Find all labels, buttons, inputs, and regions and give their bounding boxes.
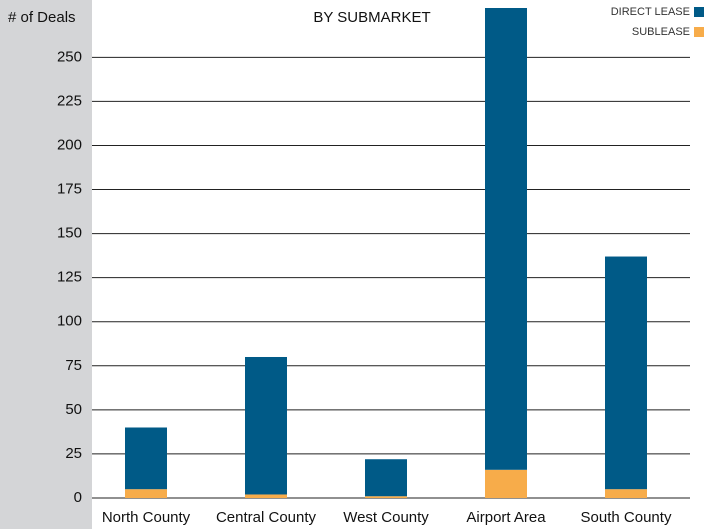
bar-segment bbox=[125, 427, 167, 490]
y-tick-label: 250 bbox=[57, 48, 82, 65]
y-tick-label: 200 bbox=[57, 136, 82, 153]
x-tick-label: Airport Area bbox=[466, 509, 546, 526]
y-tick-label: 150 bbox=[57, 225, 82, 242]
y-tick-label: 25 bbox=[65, 445, 82, 462]
x-tick-label: South County bbox=[581, 509, 672, 526]
y-axis-label: # of Deals bbox=[8, 9, 76, 26]
y-tick-label: 100 bbox=[57, 313, 82, 330]
axis-panel bbox=[0, 0, 92, 529]
bar-segment bbox=[125, 489, 167, 498]
legend-swatch bbox=[694, 27, 704, 37]
y-tick-label: 0 bbox=[74, 489, 82, 506]
legend-swatch bbox=[694, 7, 704, 17]
bar-segment bbox=[365, 496, 407, 498]
y-tick-label: 125 bbox=[57, 269, 82, 286]
y-tick-label: 175 bbox=[57, 181, 82, 198]
bar-segment bbox=[485, 469, 527, 498]
x-tick-label: West County bbox=[343, 509, 429, 526]
bar-segment bbox=[245, 494, 287, 498]
bar-segment bbox=[485, 8, 527, 470]
y-tick-label: 50 bbox=[65, 401, 82, 418]
chart-title: BY SUBMARKET bbox=[313, 9, 430, 26]
x-tick-label: North County bbox=[102, 509, 191, 526]
x-tick-label: Central County bbox=[216, 509, 317, 526]
y-tick-label: 225 bbox=[57, 92, 82, 109]
bar-segment bbox=[605, 489, 647, 498]
bar-segment bbox=[365, 459, 407, 497]
y-tick-label: 75 bbox=[65, 357, 82, 374]
bar-segment bbox=[605, 256, 647, 490]
bar-segment bbox=[245, 356, 287, 495]
legend-label: DIRECT LEASE bbox=[611, 6, 690, 18]
legend-label: SUBLEASE bbox=[632, 26, 690, 38]
